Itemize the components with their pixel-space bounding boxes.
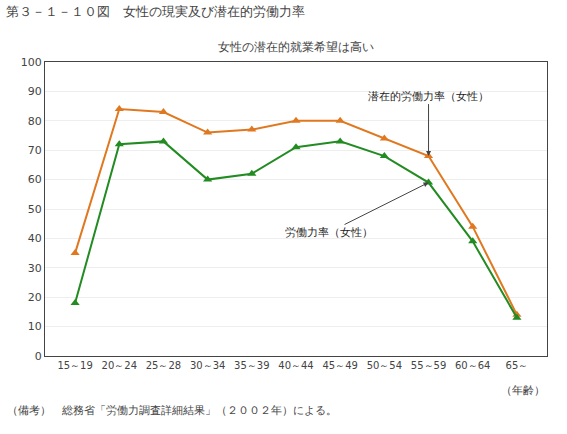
svg-text:80: 80 xyxy=(28,115,42,128)
svg-text:30: 30 xyxy=(28,262,42,275)
svg-text:50: 50 xyxy=(28,203,42,216)
svg-text:60～64: 60～64 xyxy=(455,360,490,371)
svg-text:90: 90 xyxy=(28,85,42,98)
svg-text:第３－１－１０図 女性の現実及び潜在的労働力率: 第３－１－１０図 女性の現実及び潜在的労働力率 xyxy=(6,4,305,19)
svg-text:0: 0 xyxy=(35,350,42,363)
svg-text:（年齢）: （年齢） xyxy=(501,384,545,397)
svg-text:50～54: 50～54 xyxy=(367,360,402,371)
svg-text:（備考） 総務省「労働力調査詳細結果」（２００２年）による。: （備考） 総務省「労働力調査詳細結果」（２００２年）による。 xyxy=(7,404,337,417)
svg-text:35～39: 35～39 xyxy=(234,360,269,371)
svg-text:40～44: 40～44 xyxy=(278,360,313,371)
svg-text:70: 70 xyxy=(28,144,42,157)
svg-text:労働力率（女性）: 労働力率（女性） xyxy=(285,226,373,239)
svg-text:40: 40 xyxy=(28,232,42,245)
svg-text:30～34: 30～34 xyxy=(190,360,225,371)
svg-text:20～24: 20～24 xyxy=(102,360,137,371)
svg-text:60: 60 xyxy=(28,173,42,186)
svg-text:女性の潜在的就業希望は高い: 女性の潜在的就業希望は高い xyxy=(218,40,374,54)
svg-text:10: 10 xyxy=(28,320,42,333)
svg-text:15～19: 15～19 xyxy=(57,360,92,371)
svg-text:55～59: 55～59 xyxy=(411,360,446,371)
svg-text:65～: 65～ xyxy=(506,360,529,371)
svg-text:潜在的労働力率（女性）: 潜在的労働力率（女性） xyxy=(368,90,489,103)
svg-text:25～28: 25～28 xyxy=(146,360,181,371)
svg-text:100: 100 xyxy=(21,56,42,69)
svg-text:20: 20 xyxy=(28,291,42,304)
svg-text:45～49: 45～49 xyxy=(322,360,357,371)
